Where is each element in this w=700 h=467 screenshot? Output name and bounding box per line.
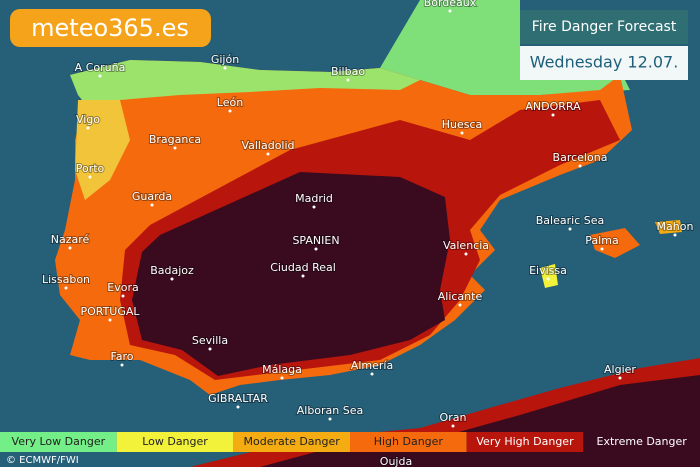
place-label: Nazaré: [51, 233, 90, 246]
place-label: Málaga: [262, 363, 302, 376]
date: Wednesday 12.07.: [530, 53, 679, 72]
place-dot: [448, 9, 452, 13]
place-dot: [86, 126, 90, 130]
place-dot: [64, 286, 68, 290]
place-label: Alboran Sea: [297, 404, 364, 417]
place-dot: [121, 294, 125, 298]
place-label: Bordeaux: [424, 0, 477, 9]
place-label: Mahon: [657, 220, 694, 233]
place-dot: [600, 247, 604, 251]
place-label: Huesca: [442, 118, 483, 131]
legend-swatch: [116, 432, 234, 452]
place-label: Madrid: [295, 192, 333, 205]
date-box: [520, 46, 688, 80]
place-dot: [451, 424, 455, 428]
place-dot: [173, 146, 177, 150]
legend-label: Moderate Danger: [244, 435, 341, 448]
place-dot: [280, 376, 284, 380]
place-label: Evora: [107, 281, 138, 294]
place-label: Palma: [585, 234, 618, 247]
place-label: Valencia: [443, 239, 489, 252]
place-label: SPANIEN: [292, 234, 339, 247]
legend-swatch: [350, 432, 467, 452]
legend-label: Extreme Danger: [597, 435, 688, 448]
legend-swatch: [466, 432, 584, 452]
place-dot: [170, 277, 174, 281]
place-label: Ciudad Real: [270, 261, 336, 274]
place-dot: [328, 417, 332, 421]
green-north: [70, 60, 420, 110]
place-dot: [346, 78, 350, 82]
place-label: Almería: [351, 359, 393, 372]
place-dot: [108, 318, 112, 322]
place-dot: [120, 363, 124, 367]
place-dot: [228, 109, 232, 113]
place-dot: [464, 252, 468, 256]
place-dot: [88, 175, 92, 179]
legend-label: High Danger: [374, 435, 444, 448]
place-dot: [460, 131, 464, 135]
logo[interactable]: meteo365.es: [10, 9, 211, 47]
place-dot: [568, 227, 572, 231]
place-label: Vigo: [76, 113, 100, 126]
place-dot: [370, 372, 374, 376]
place-label: Balearic Sea: [536, 214, 604, 227]
place-label: Braganca: [149, 133, 201, 146]
place-dot: [546, 277, 550, 281]
place-dot: [618, 376, 622, 380]
yellow-northwest: [75, 100, 130, 200]
extreme-interior: [132, 172, 450, 376]
logo-text[interactable]: meteo365.es: [31, 14, 189, 42]
place-label: A Coruña: [75, 61, 126, 74]
place-label: Bilbao: [331, 65, 365, 78]
legend-label: Low Danger: [142, 435, 208, 448]
place-label: Badajoz: [150, 264, 194, 277]
place-dot: [312, 205, 316, 209]
place-dot: [266, 152, 270, 156]
legend-swatch: [0, 432, 117, 452]
place-label: Alicante: [438, 290, 483, 303]
place-dot: [98, 74, 102, 78]
place-label: Faro: [110, 350, 133, 363]
place-label: Algier: [604, 363, 636, 376]
place-label: GIBRALTAR: [208, 392, 268, 405]
title-box: [520, 10, 688, 44]
place-label: Lissabon: [42, 273, 90, 286]
credit: © ECMWF/FWI: [6, 455, 79, 466]
legend-swatch: [583, 432, 700, 452]
place-dot: [236, 405, 240, 409]
place-dot: [150, 203, 154, 207]
place-label: Valladolid: [241, 139, 294, 152]
place-label: Sevilla: [192, 334, 228, 347]
place-dot: [551, 113, 555, 117]
place-label: Barcelona: [553, 151, 608, 164]
place-dot: [223, 66, 227, 70]
place-dot: [301, 274, 305, 278]
place-dot: [208, 347, 212, 351]
place-label: Gijón: [211, 53, 239, 66]
place-dot: [314, 247, 318, 251]
place-dot: [458, 303, 462, 307]
title: Fire Danger Forecast: [532, 19, 677, 35]
island-mallorca: [590, 228, 640, 258]
place-label: ANDORRA: [525, 100, 581, 113]
island-ibiza: [540, 264, 558, 288]
place-label: Oran: [440, 411, 467, 424]
place-label: León: [217, 96, 243, 109]
place-label: Oujda: [380, 455, 412, 467]
place-label: Porto: [76, 162, 105, 175]
island-menorca: [655, 220, 682, 234]
place-dot: [68, 246, 72, 250]
place-dot: [578, 164, 582, 168]
legend-label: Very High Danger: [476, 435, 574, 448]
place-label: Guarda: [132, 190, 172, 203]
place-label: PORTUGAL: [80, 305, 140, 318]
legend-swatch: [233, 432, 350, 452]
place-dot: [673, 233, 677, 237]
place-label: Eivissa: [529, 264, 567, 277]
legend-label: Very Low Danger: [12, 435, 106, 448]
